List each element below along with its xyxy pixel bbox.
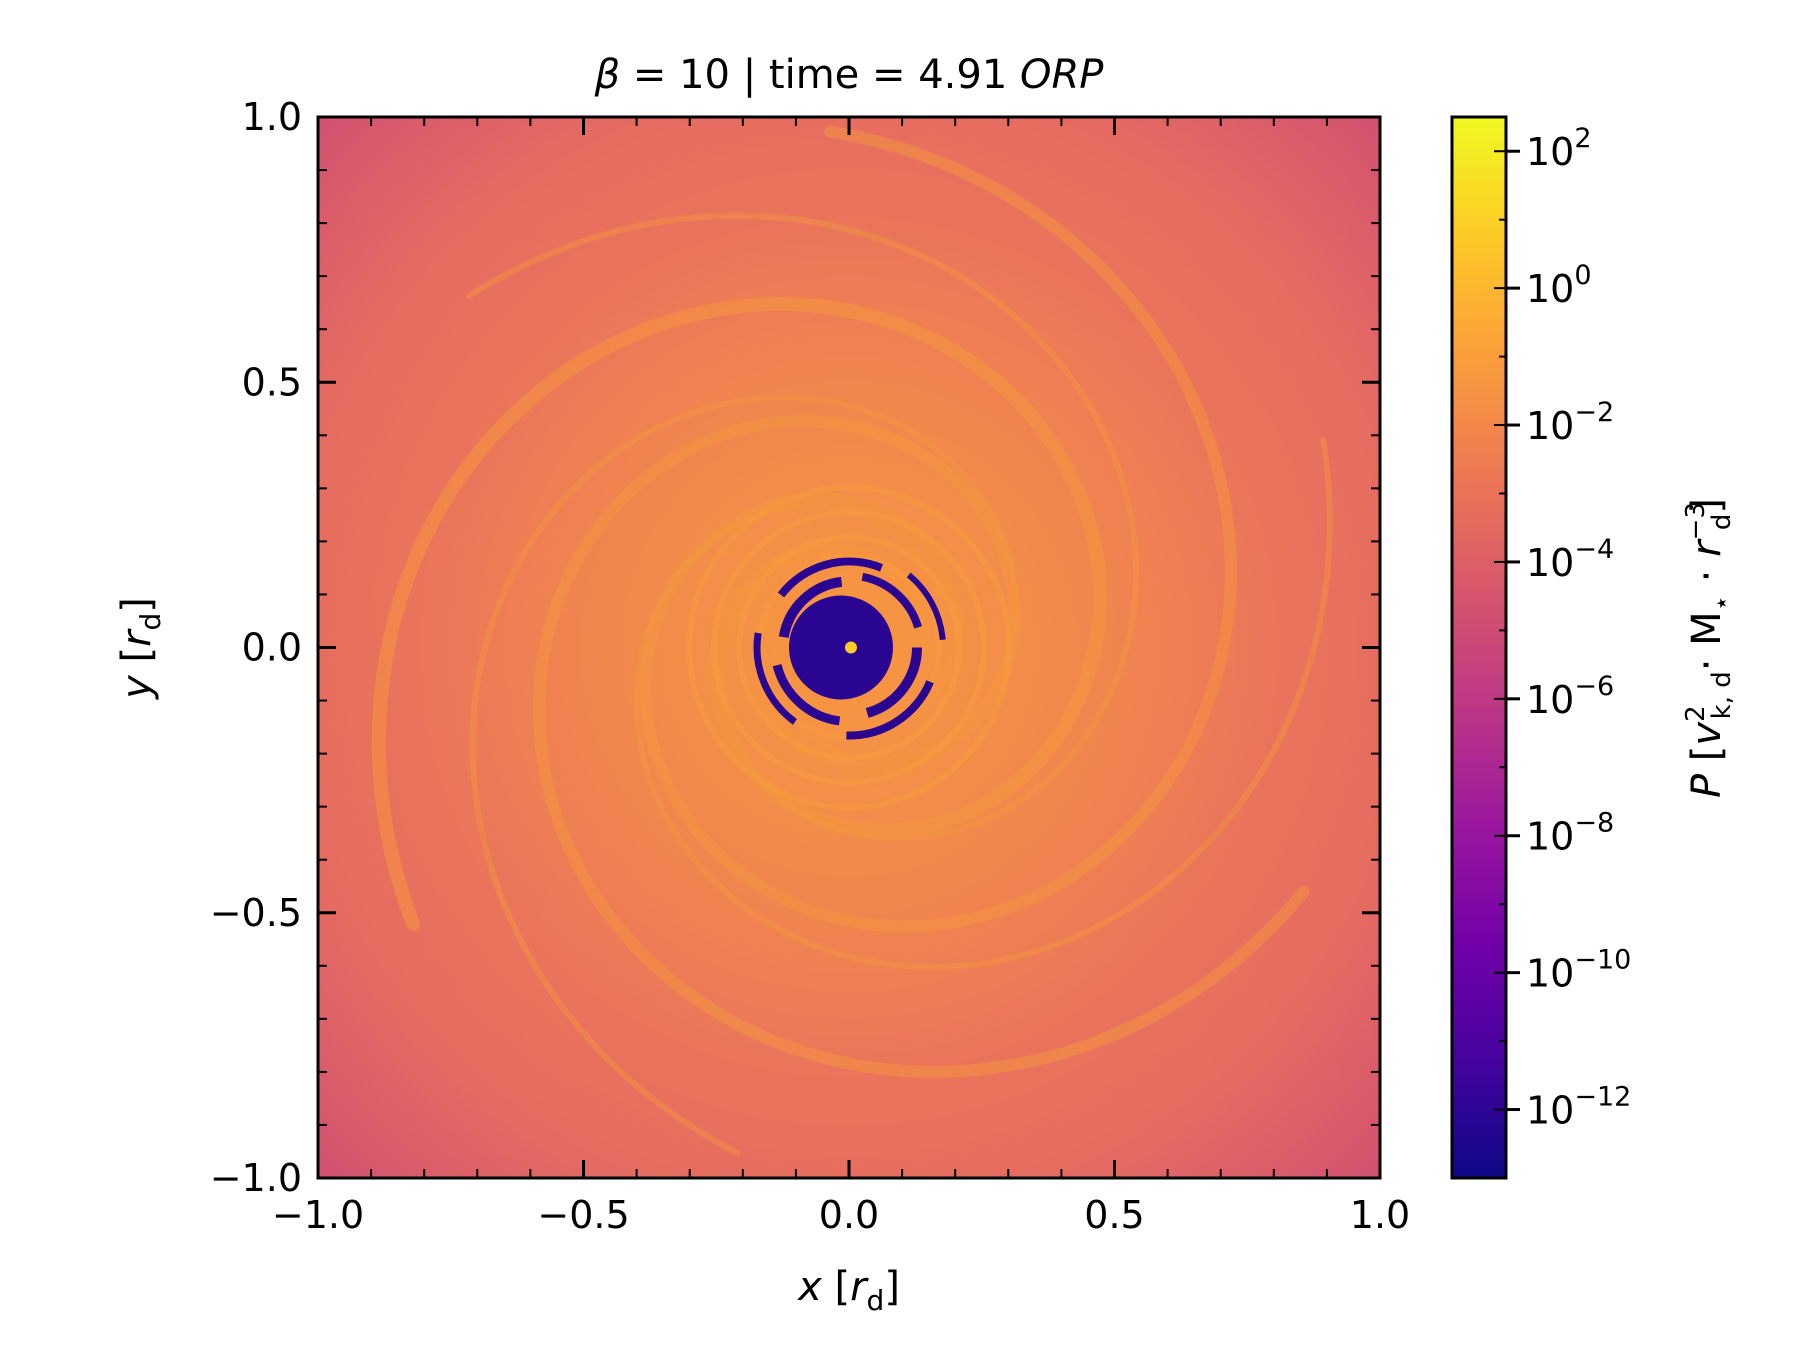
spiral-arm [532, 415, 1310, 1078]
colorbar-tick-label: 10−12 [1526, 1082, 1631, 1133]
x-tick-label: 0.0 [819, 1193, 879, 1237]
title-text: = 10 | time = 4.91 [620, 52, 1020, 98]
spiral-arm [633, 437, 1333, 971]
colorbar-tick-label: 10−8 [1526, 808, 1614, 859]
colorbar-tick-label: 10−2 [1526, 397, 1614, 448]
inner-ring [711, 509, 987, 786]
core-disk [789, 595, 893, 700]
spiral-arm [466, 212, 1140, 842]
x-tick-label: 1.0 [1350, 1193, 1410, 1237]
y-tick-label: −0.5 [210, 891, 302, 935]
heatmap-field [318, 117, 1380, 1178]
y-axis-label: y [rd] [114, 597, 167, 700]
inner-ring [736, 534, 962, 761]
inner-core [753, 557, 946, 740]
y-tick-label: 0.5 [242, 360, 302, 404]
core-fragment [753, 632, 797, 725]
colorbar-tick-label: 10−10 [1526, 945, 1631, 996]
y-tick-label: 0.0 [242, 626, 302, 670]
chart-title: β = 10 | time = 4.91 ORP [594, 52, 1105, 98]
central-star [845, 641, 857, 654]
colorbar-tick-label: 10−6 [1526, 671, 1614, 722]
spiral-arm [371, 296, 1107, 931]
core-fragment [865, 647, 922, 718]
spiral-arm [469, 394, 1019, 1156]
spiral-arm [639, 125, 1237, 933]
colorbar-tick-label: 102 [1526, 123, 1592, 174]
spiral-arms [371, 125, 1333, 1156]
colorbar-tick-label: 100 [1526, 260, 1592, 311]
x-axis-label: x [rd] [796, 1264, 900, 1317]
core-fragment [772, 664, 841, 726]
colorbar-ticks: 102 100 10−2 10−4 10−6 10−8 10−10 10−12 [1494, 123, 1631, 1179]
core-fragment [861, 572, 922, 629]
x-tick-label: −0.5 [537, 1193, 629, 1237]
inner-ring [686, 484, 1012, 811]
core-fragment [906, 572, 946, 640]
y-tick-label: −1.0 [210, 1156, 302, 1200]
core-fragment [777, 557, 884, 598]
minor-ticks [317, 116, 1381, 1179]
colorbar-tick-label: 10−4 [1526, 534, 1614, 585]
colorbar [1450, 115, 1508, 1180]
title-beta: β [594, 52, 621, 98]
x-tick-label: −1.0 [272, 1193, 364, 1237]
y-tick-label: 1.0 [242, 95, 302, 139]
core-fragment [846, 680, 934, 740]
colorbar-label: P [v2k, d· M⋆ · r−3d] [1681, 498, 1737, 798]
core-fragment [778, 576, 843, 639]
x-tick-label: 0.5 [1084, 1193, 1144, 1237]
title-unit: ORP [1020, 52, 1104, 98]
